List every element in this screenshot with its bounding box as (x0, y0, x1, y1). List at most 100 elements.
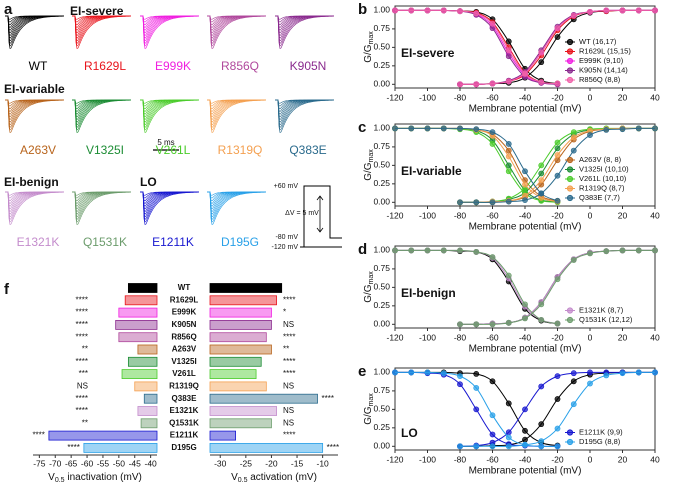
data-point (473, 385, 480, 391)
data-point (522, 71, 528, 77)
data-point (489, 443, 496, 450)
legend-marker (566, 156, 574, 164)
category-label: WT (178, 283, 191, 292)
data-point (505, 198, 512, 205)
x-tick-label: -65 (65, 458, 78, 468)
legend-label: V261L (10,10) (579, 174, 627, 183)
x-tick-label: -40 (519, 332, 532, 342)
x-axis-label: Membrane potential (mV) (469, 344, 582, 355)
data-point (538, 316, 545, 323)
significance-label: *** (79, 369, 88, 378)
y-tick-label: 0.50 (373, 160, 390, 170)
y-axis-label-sub: max (368, 393, 375, 407)
trace (207, 191, 267, 225)
data-point (652, 7, 658, 14)
data-point (635, 247, 642, 254)
category-label: D195G (171, 443, 196, 452)
data-point (457, 443, 463, 450)
y-tick-label: 0.00 (373, 197, 390, 207)
data-point (554, 197, 561, 204)
y-tick-label: 0.50 (373, 282, 390, 292)
data-point (603, 7, 610, 14)
trace-family (140, 191, 200, 225)
data-point (522, 427, 528, 434)
x-tick-label: -60 (486, 92, 499, 102)
data-point (392, 7, 398, 14)
bar (209, 295, 277, 306)
data-point (489, 431, 496, 438)
x-tick-label: -120 (386, 210, 403, 220)
x-tick-label: 40 (650, 332, 660, 342)
bar (143, 393, 158, 404)
category-label: Q1531K (169, 418, 199, 427)
variant-label: R1319Q (218, 143, 263, 157)
bar (127, 356, 158, 367)
data-point (489, 412, 496, 419)
x-tick-label: -100 (419, 332, 436, 342)
legend-label: A263V (8, 8) (579, 155, 622, 164)
category-label: R856Q (171, 332, 196, 341)
x-tick-label: -50 (113, 458, 126, 468)
bar (118, 332, 158, 343)
trace-family (5, 15, 65, 49)
data-point (473, 249, 480, 255)
data-point (538, 190, 545, 197)
variant-label: V1325I (86, 143, 124, 157)
bar (124, 295, 158, 306)
data-point (538, 443, 545, 450)
panel-label: f (4, 281, 10, 298)
data-point (570, 401, 577, 408)
y-tick-label: 0.00 (373, 441, 390, 451)
x-tick-label: 20 (618, 92, 628, 102)
variant-label: Q383E (289, 143, 326, 157)
data-point (473, 81, 480, 88)
trace-family (72, 191, 132, 225)
trace-family (140, 99, 200, 133)
panel-title: EI-severe (401, 46, 455, 60)
data-point (570, 257, 577, 263)
x-tick-label: -60 (486, 332, 499, 342)
x-axis-label-rest: inactivation (mV) (65, 472, 142, 483)
data-point (505, 168, 512, 175)
significance-label: **** (283, 369, 295, 378)
data-point (554, 320, 561, 327)
data-point (587, 380, 593, 387)
legend-marker (566, 185, 574, 192)
category-label: R1629L (170, 295, 199, 304)
data-point (505, 319, 512, 326)
trace (207, 15, 267, 49)
x-tick-label: -10 (316, 458, 329, 468)
panel-label: e (358, 363, 366, 380)
legend-label: E1321K (8,7) (579, 305, 624, 314)
protocol-arrow (316, 195, 324, 233)
bar (209, 418, 272, 429)
x-tick-label: -20 (551, 332, 564, 342)
x-tick-label: -40 (519, 210, 532, 220)
data-point (570, 134, 577, 141)
data-point (473, 126, 480, 133)
data-point (570, 147, 577, 154)
y-tick-label: 0.75 (373, 23, 390, 33)
y-axis-label: G/Gmax (363, 393, 375, 425)
data-point (603, 248, 610, 255)
y-tick-label: 0.25 (373, 300, 390, 310)
bar (209, 307, 272, 318)
bar (121, 369, 158, 380)
x-tick-label: -30 (214, 458, 227, 468)
legend-label: WT (16,17) (579, 37, 617, 46)
panel-label: a (4, 1, 13, 18)
data-point (489, 80, 496, 87)
trace-family (275, 99, 335, 133)
y-tick-label: 0.00 (373, 319, 390, 329)
data-point (538, 301, 545, 308)
legend-marker (566, 38, 574, 46)
protocol-label: ΔV = 5 mV (285, 210, 319, 217)
bar (140, 418, 158, 429)
y-axis-label-main: G/G (363, 44, 374, 63)
bar (209, 393, 318, 404)
trace (207, 99, 267, 133)
trace-family (275, 15, 335, 49)
data-point (522, 315, 528, 322)
x-tick-label: -80 (454, 92, 467, 102)
bar (118, 307, 158, 318)
